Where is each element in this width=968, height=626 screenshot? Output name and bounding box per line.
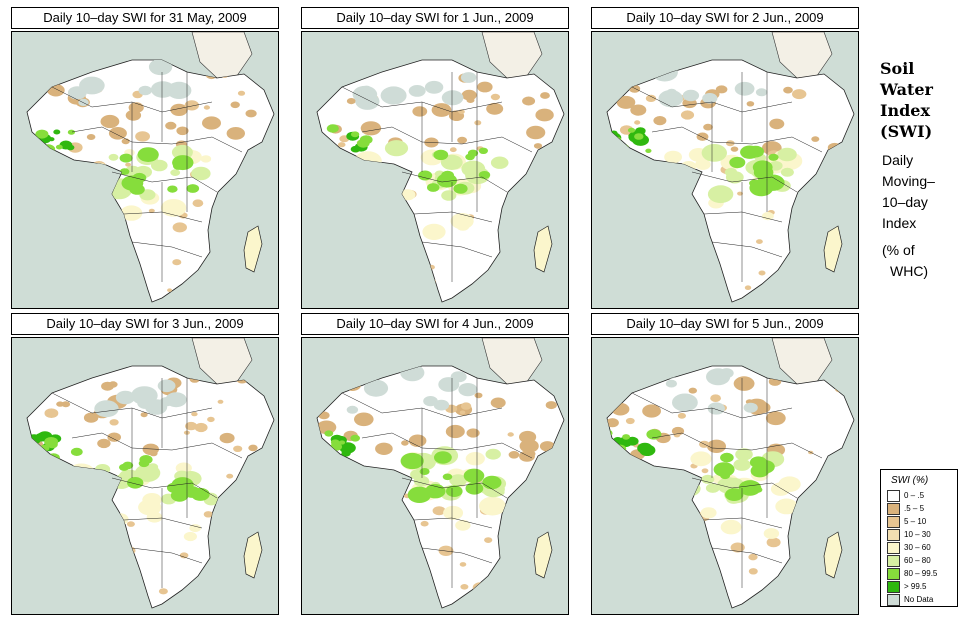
side-title: Soil Water Index (SWI) [880,58,966,142]
madagascar [823,225,843,273]
legend-swatch [887,567,900,580]
legend-item: > 99.5 [887,580,957,593]
legend-swatch [887,489,900,502]
legend-item: .5 – 5 [887,502,957,515]
panel-date-title: Daily 10–day SWI for 31 May, 2009 [11,7,279,29]
side-desc-line: 10–day [882,194,928,210]
map-panel: Daily 10–day SWI for 1 Jun., 2009 [301,7,569,311]
madagascar [823,531,843,579]
legend-swatch [887,541,900,554]
map-panel: Daily 10–day SWI for 31 May, 2009 [11,7,279,311]
land-mass-north [191,338,253,387]
legend-label: 30 – 60 [904,543,931,552]
legend-swatch [887,554,900,567]
legend-label: 5 – 10 [904,517,927,526]
country-borders [51,378,243,588]
land-mass-north [481,338,543,387]
legend-label: No Data [904,595,934,604]
legend-item: No Data [887,593,957,606]
country-borders [341,378,533,588]
legend-item: 10 – 30 [887,528,957,541]
africa-land [26,365,275,609]
country-borders [631,72,823,282]
side-desc-line: Index [882,215,917,231]
country-borders [51,72,243,282]
legend-item: 30 – 60 [887,541,957,554]
side-title-line: (SWI) [880,122,933,141]
side-desc-line: Daily [882,152,914,168]
map-panel: Daily 10–day SWI for 4 Jun., 2009 [301,313,569,617]
africa-swi-map [591,337,859,615]
legend: SWI (%) 0 – .5 .5 – 5 5 – 10 10 – 30 30 – 60… [880,469,958,607]
legend-swatch [887,528,900,541]
side-unit: (% of WHC) [882,240,966,282]
madagascar [533,225,553,273]
africa-land [26,59,275,303]
legend-item: 5 – 10 [887,515,957,528]
madagascar [243,225,263,273]
side-unit-line: WHC) [890,263,929,279]
legend-title: SWI (%) [891,475,929,486]
africa-swi-map [591,31,859,309]
side-title-line: Water [880,80,933,99]
legend-item: 60 – 80 [887,554,957,567]
legend-swatch [887,502,900,515]
country-borders [631,378,823,588]
country-borders [341,72,533,282]
panel-date-title: Daily 10–day SWI for 2 Jun., 2009 [591,7,859,29]
legend-label: 0 – .5 [904,491,925,500]
map-panel: Daily 10–day SWI for 3 Jun., 2009 [11,313,279,617]
legend-swatch [887,515,900,528]
legend-label: .5 – 5 [904,504,925,513]
panel-date-title: Daily 10–day SWI for 5 Jun., 2009 [591,313,859,335]
africa-swi-map [301,337,569,615]
land-mass-north [771,32,833,81]
panel-date-title: Daily 10–day SWI for 4 Jun., 2009 [301,313,569,335]
land-mass-north [771,338,833,387]
panel-date-title: Daily 10–day SWI for 1 Jun., 2009 [301,7,569,29]
legend-label: 10 – 30 [904,530,931,539]
side-desc-line: Moving– [882,173,935,189]
legend-item: 0 – .5 [887,489,957,502]
madagascar [533,531,553,579]
side-title-line: Soil [880,59,915,78]
land-mass-north [481,32,543,81]
legend-label: > 99.5 [904,582,927,591]
legend-label: 80 – 99.5 [904,569,938,578]
land-mass-north [191,32,253,81]
map-panel: Daily 10–day SWI for 5 Jun., 2009 [591,313,859,617]
panel-date-title: Daily 10–day SWI for 3 Jun., 2009 [11,313,279,335]
side-unit-line: (% of [882,242,915,258]
madagascar [243,531,263,579]
africa-swi-map [301,31,569,309]
africa-swi-map [11,31,279,309]
side-description: Daily Moving– 10–day Index [882,150,966,234]
legend-swatch [887,580,900,593]
legend-swatch [887,593,900,606]
africa-swi-map [11,337,279,615]
legend-label: 60 – 80 [904,556,931,565]
side-title-line: Index [880,101,931,120]
legend-item: 80 – 99.5 [887,567,957,580]
map-panel: Daily 10–day SWI for 2 Jun., 2009 [591,7,859,311]
